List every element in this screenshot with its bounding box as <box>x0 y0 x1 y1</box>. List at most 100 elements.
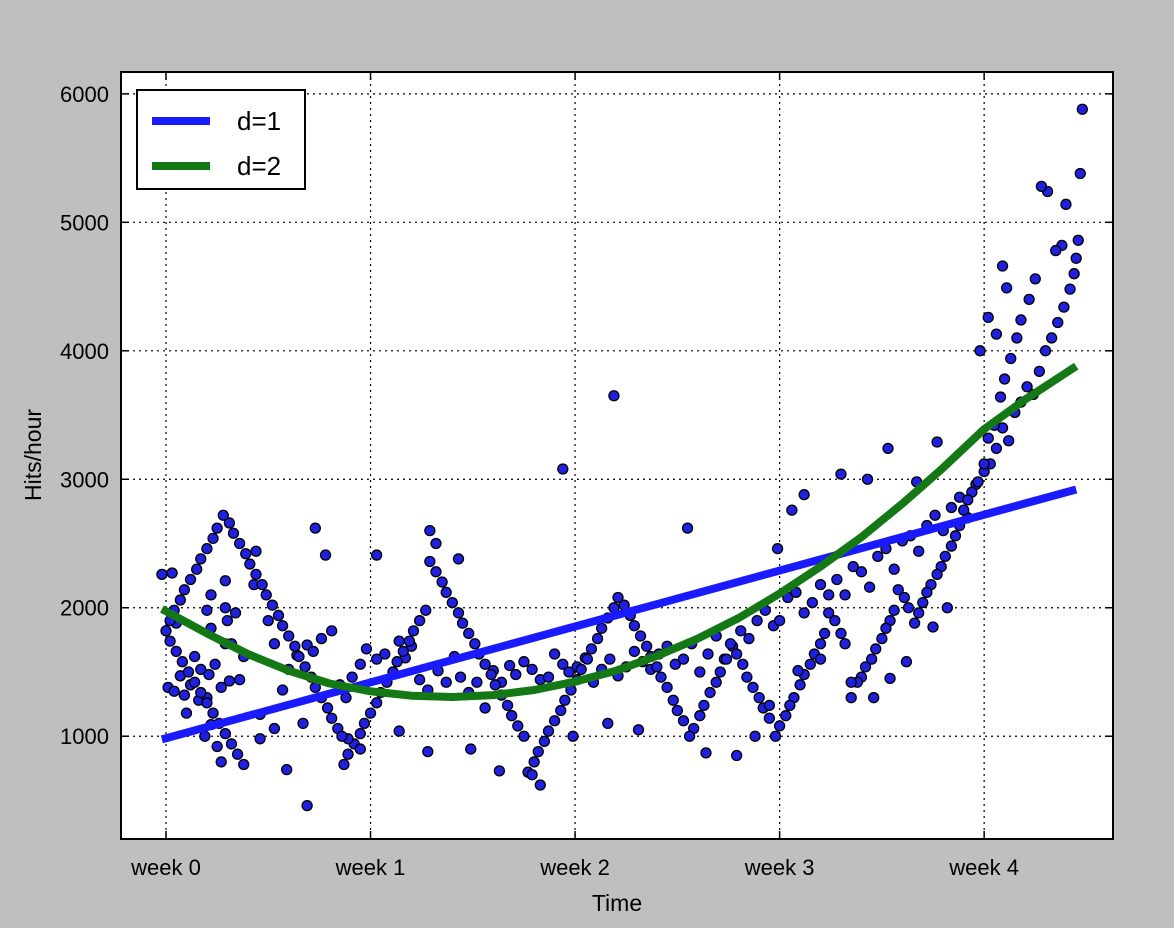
scatter-point <box>201 697 213 709</box>
scatter-point <box>225 738 238 750</box>
scatter-point <box>1005 352 1017 365</box>
scatter-point <box>493 765 506 777</box>
scatter-point <box>714 666 726 678</box>
scatter-point <box>254 733 266 745</box>
scatter-point <box>479 702 491 714</box>
scatter-point <box>358 717 371 730</box>
scatter-point <box>276 620 289 632</box>
scatter-point <box>763 712 776 724</box>
scatter-point <box>677 653 690 665</box>
scatter-point <box>170 645 182 658</box>
scatter-point <box>184 573 197 586</box>
scatter-point <box>845 692 857 704</box>
scatter-point <box>990 442 1003 455</box>
scatter-point <box>818 627 831 640</box>
axis-ticks: week 0 week 1 week 2 week 3 week 4 1000 2000 30… <box>60 72 1113 880</box>
scatter-point <box>354 658 366 670</box>
x-tick-label: week 3 <box>744 855 815 880</box>
scatter-point <box>289 640 301 652</box>
scatter-points <box>156 103 1088 812</box>
scatter-point <box>581 653 593 665</box>
scatter-point <box>281 763 293 776</box>
scatter-point <box>731 648 743 660</box>
scatter-point <box>870 643 882 655</box>
scatter-point <box>945 540 958 552</box>
scatter-point <box>839 589 851 601</box>
scatter-point <box>526 663 538 676</box>
scatter-point <box>735 625 747 637</box>
scatter-point <box>371 549 383 561</box>
scatter-point <box>219 575 231 587</box>
scatter-point <box>534 779 546 791</box>
scatter-point <box>888 563 900 575</box>
scatter-point <box>510 668 522 681</box>
scatter-point <box>710 676 722 688</box>
scatter-point <box>683 730 696 742</box>
scatter-point <box>501 699 514 712</box>
scatter-point <box>260 589 272 601</box>
series-line-d=2 <box>159 362 1079 701</box>
scatter-point <box>489 679 501 691</box>
scatter-point <box>391 656 403 668</box>
scatter-point <box>215 681 227 694</box>
scatter-point <box>215 756 227 768</box>
scatter-point <box>268 638 281 650</box>
scatter-point <box>1011 332 1023 344</box>
scatter-point <box>941 602 953 614</box>
scatter-point <box>526 769 538 781</box>
scatter-point <box>823 607 835 619</box>
scatter-point <box>301 799 313 812</box>
scatter-point <box>798 607 810 619</box>
scatter-point <box>221 614 234 627</box>
scatter-point <box>219 602 231 614</box>
scatter-point <box>456 617 469 629</box>
scatter-point <box>250 568 262 580</box>
scatter-point <box>731 749 743 762</box>
scatter-point <box>591 632 604 645</box>
scatter-point <box>180 707 193 719</box>
scatter-point <box>557 463 569 475</box>
scatter-point <box>753 692 765 704</box>
scatter-point <box>641 640 653 652</box>
scatter-point <box>559 694 571 706</box>
scatter-point <box>1074 167 1086 180</box>
scatter-point <box>749 730 761 742</box>
scatter-point <box>798 489 810 501</box>
scatter-point <box>612 591 624 604</box>
scatter-point <box>773 614 786 627</box>
scatter-point <box>804 658 816 670</box>
scatter-point <box>538 735 551 748</box>
series-line-d=1 <box>160 485 1078 744</box>
scatter-point <box>835 627 847 640</box>
scatter-point <box>354 727 366 740</box>
scatter-point <box>990 328 1003 340</box>
scatter-point <box>176 656 189 668</box>
scatter-point <box>839 638 851 650</box>
scatter-point <box>1000 282 1013 294</box>
y-tick-label: 5000 <box>60 210 109 235</box>
scatter-point <box>465 743 477 755</box>
scatter-point <box>1070 252 1082 264</box>
scatter-point <box>1021 381 1033 393</box>
scatter-point <box>978 458 990 470</box>
scatter-point <box>413 674 426 686</box>
scatter-point <box>913 545 925 557</box>
scatter-point <box>403 635 416 647</box>
scatter-point <box>319 549 332 561</box>
scatter-point <box>188 650 201 663</box>
scatter-point <box>900 656 913 668</box>
scatter-point <box>958 504 970 516</box>
scatter-point <box>585 643 598 655</box>
scatter-point <box>156 568 168 580</box>
scatter-point <box>272 609 285 622</box>
scatter-point <box>671 704 683 717</box>
scatter-point <box>1058 301 1070 313</box>
scatter-point <box>512 720 524 732</box>
scatter-point <box>814 653 827 665</box>
scatter-point <box>178 689 191 701</box>
scatter-point <box>931 436 943 448</box>
scatter-point <box>195 686 207 699</box>
scatter-point <box>379 648 391 660</box>
scatter-point <box>931 568 943 580</box>
